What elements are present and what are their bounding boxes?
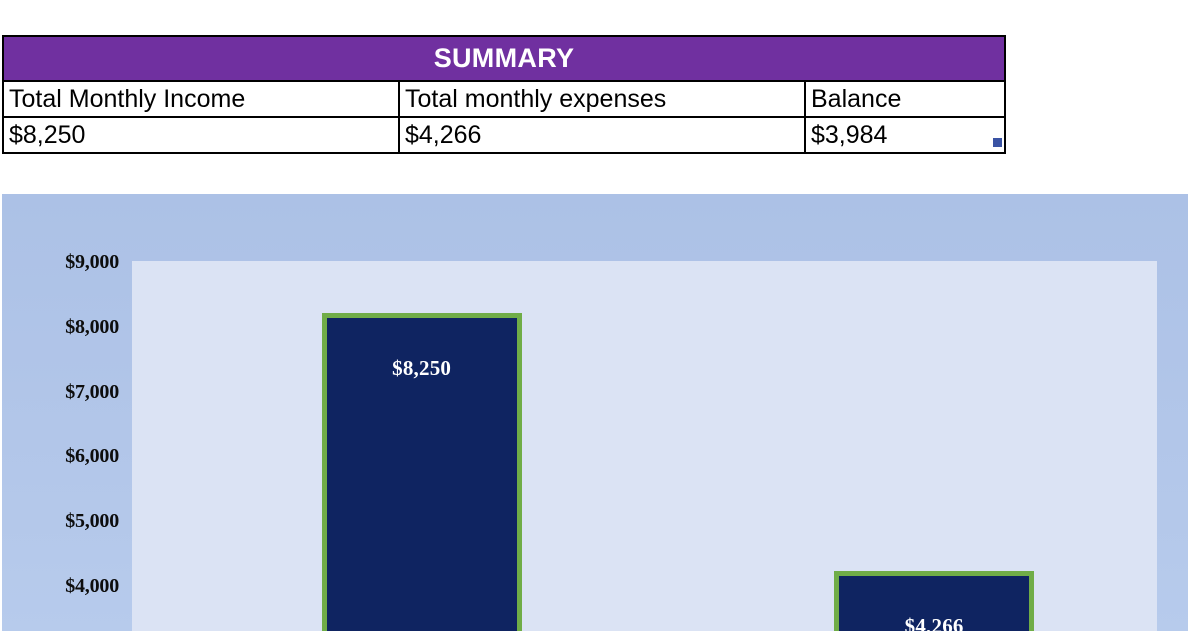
- value-total-monthly-income: $8,250: [2, 116, 400, 154]
- table-row: $8,250 $4,266 $3,984: [2, 116, 1006, 154]
- bar-chart[interactable]: $9,000 $8,000 $7,000 $6,000 $5,000 $4,000 $8,…: [2, 194, 1188, 631]
- y-axis-tick-label: $9,000: [65, 251, 119, 273]
- column-header-balance: Balance: [804, 80, 1006, 118]
- y-axis-tick-label: $6,000: [65, 445, 119, 468]
- y-axis-tick-label: $8,000: [65, 315, 119, 338]
- column-header-total-monthly-income: Total Monthly Income: [2, 80, 400, 118]
- summary-table: SUMMARY Total Monthly Income Total month…: [2, 35, 1006, 154]
- y-axis-tick-label: $4,000: [65, 575, 119, 597]
- value-total-monthly-expenses: $4,266: [398, 116, 806, 154]
- plot-area: $8,250 $4,266: [132, 261, 1157, 631]
- summary-header-row: SUMMARY: [2, 35, 1006, 82]
- fill-handle[interactable]: [993, 138, 1002, 147]
- bar-data-label: $8,250: [392, 355, 452, 380]
- y-axis-tick-label: $5,000: [65, 510, 119, 533]
- y-axis: $9,000 $8,000 $7,000 $6,000 $5,000 $4,000: [2, 194, 132, 631]
- y-axis-tick-label: $7,000: [65, 380, 119, 403]
- bar-data-label: $4,266: [904, 613, 964, 631]
- table-row: Total Monthly Income Total monthly expen…: [2, 80, 1006, 118]
- column-header-total-monthly-expenses: Total monthly expenses: [398, 80, 806, 118]
- page-title: SUMMARY: [433, 43, 575, 73]
- summary-title-cell: SUMMARY: [2, 35, 1006, 82]
- bar-2[interactable]: $4,266: [834, 570, 1035, 631]
- value-balance: $3,984: [804, 116, 1006, 154]
- bar-1[interactable]: $8,250: [321, 312, 522, 631]
